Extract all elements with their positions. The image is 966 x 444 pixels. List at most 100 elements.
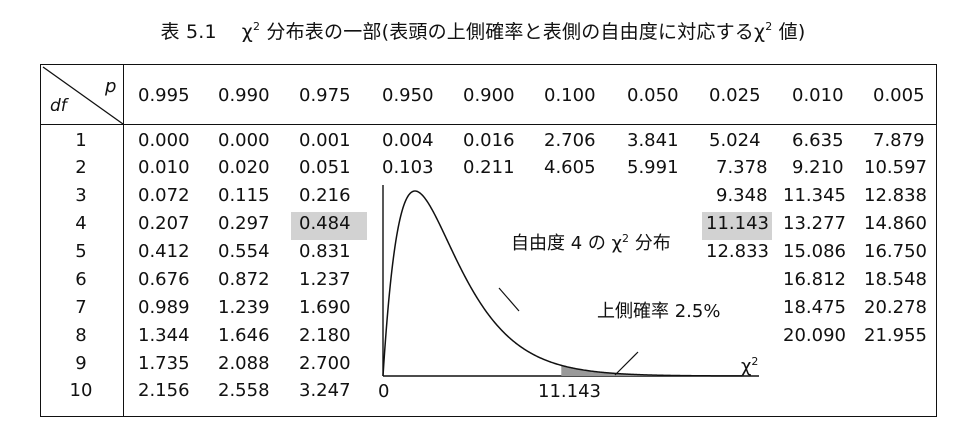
table-cell: 0.000 [218,130,270,151]
df-label: 8 [75,325,87,346]
table-cell: 16.750 [864,241,927,262]
table-cell: 7.879 [873,130,925,151]
table-cell: 2.156 [138,380,190,401]
table-cell: 1.690 [299,297,351,318]
table-cell: 0.001 [299,130,351,151]
table-cell: 20.278 [864,297,927,318]
table-cell: 4.605 [544,157,596,178]
df-label: 7 [75,297,87,318]
critical-value-label: 11.143 [538,381,601,402]
table-cell: 0.115 [218,185,270,206]
caption-chi2: χ [754,21,766,43]
table-cell: 1.237 [299,269,351,290]
caption-label: 表 5.1 [160,21,217,43]
table-cell: 5.024 [709,130,761,151]
table-cell: 0.989 [138,297,190,318]
table-cell: 14.860 [864,213,927,234]
table-cell: 5.991 [627,157,679,178]
table-cell: 0.297 [218,213,270,234]
col-header: 0.050 [627,85,679,106]
density-curve [382,190,743,377]
curve-label-b: 分布 [634,233,671,254]
table-cell: 7.378 [716,157,768,178]
col-header: 0.100 [544,85,596,106]
table-cell: 0.051 [299,157,351,178]
table-cell: 0.216 [299,185,351,206]
curve-label-leader [498,287,520,312]
df-label: 1 [75,130,87,151]
table-cell: 0.016 [463,130,515,151]
table-cell: 0.072 [138,185,190,206]
df-column-divider [123,65,124,416]
tail-label-leader [614,351,639,376]
highlight-cell-11143 [702,212,772,240]
table-cell: 11.143 [706,213,769,234]
table-cell: 13.277 [783,213,846,234]
df-label: 3 [75,185,87,206]
table-cell: 16.812 [783,269,846,290]
table-cell: 0.211 [463,157,515,178]
table-cell: 2.558 [218,380,270,401]
table-cell: 0.020 [218,157,270,178]
col-header: 0.950 [382,85,434,106]
highlight-cell-0484 [291,212,367,240]
df-label: 4 [75,213,87,234]
col-header: 0.025 [709,85,761,106]
axis-label: χ2 [741,356,758,376]
table-cell: 10.597 [864,157,927,178]
col-header: 0.900 [463,85,515,106]
table-caption: 表 5.1 χ2 分布表の一部(表頭の上側確率と表側の自由度に対応するχ2 値) [0,17,966,44]
corner-df-label: df [50,96,67,116]
df-label: 9 [75,353,87,374]
table-cell: 9.210 [792,157,844,178]
table-cell: 11.345 [783,185,846,206]
tail-label: 上側確率 2.5% [597,301,721,322]
caption-text: 分布表の一部(表頭の上側確率と表側の自由度に対応する [266,21,755,43]
curve-label-chi: χ [611,233,623,254]
table-cell: 2.088 [218,353,270,374]
caption-end: 値) [778,21,806,43]
table-cell: 12.838 [864,185,927,206]
table-cell: 18.475 [783,297,846,318]
table-cell: 0.207 [138,213,190,234]
chi-square-table: p df 0.995 0.990 0.975 0.950 0.900 0.100… [40,64,937,417]
curve-label-a: 自由度 4 の [511,233,606,254]
table-cell: 0.484 [299,213,351,234]
table-cell: 12.833 [706,241,769,262]
col-header: 0.975 [299,85,351,106]
table-cell: 1.735 [138,353,190,374]
col-header: 0.990 [218,85,270,106]
chi-square-density-figure [382,185,759,377]
table-cell: 18.548 [864,269,927,290]
table-cell: 1.239 [218,297,270,318]
table-cell: 1.344 [138,325,190,346]
table-cell: 20.090 [783,325,846,346]
table-cell: 0.000 [138,130,190,151]
col-header: 0.005 [873,85,925,106]
caption-chi: χ [241,21,253,43]
table-cell: 3.247 [299,380,351,401]
table-cell: 0.103 [382,157,434,178]
table-cell: 2.700 [299,353,351,374]
table-cell: 0.004 [382,130,434,151]
curve-label: 自由度 4 の χ2 分布 [511,233,671,253]
table-cell: 0.412 [138,241,190,262]
df-label: 6 [75,269,87,290]
table-cell: 0.554 [218,241,270,262]
table-cell: 6.635 [792,130,844,151]
table-cell: 0.872 [218,269,270,290]
df-label: 2 [75,157,87,178]
caption-sup2: 2 [765,20,773,33]
table-cell: 0.676 [138,269,190,290]
col-header: 0.995 [138,85,190,106]
col-header: 0.010 [792,85,844,106]
origin-label: 0 [378,381,390,402]
axis-label-chi: χ [741,356,752,377]
curve-label-sup: 2 [622,232,630,245]
df-label: 5 [75,241,87,262]
corner-p-label: p [105,76,117,97]
table-cell: 21.955 [864,325,927,346]
table-cell: 3.841 [627,130,679,151]
table-cell: 2.180 [299,325,351,346]
table-cell: 0.010 [138,157,190,178]
